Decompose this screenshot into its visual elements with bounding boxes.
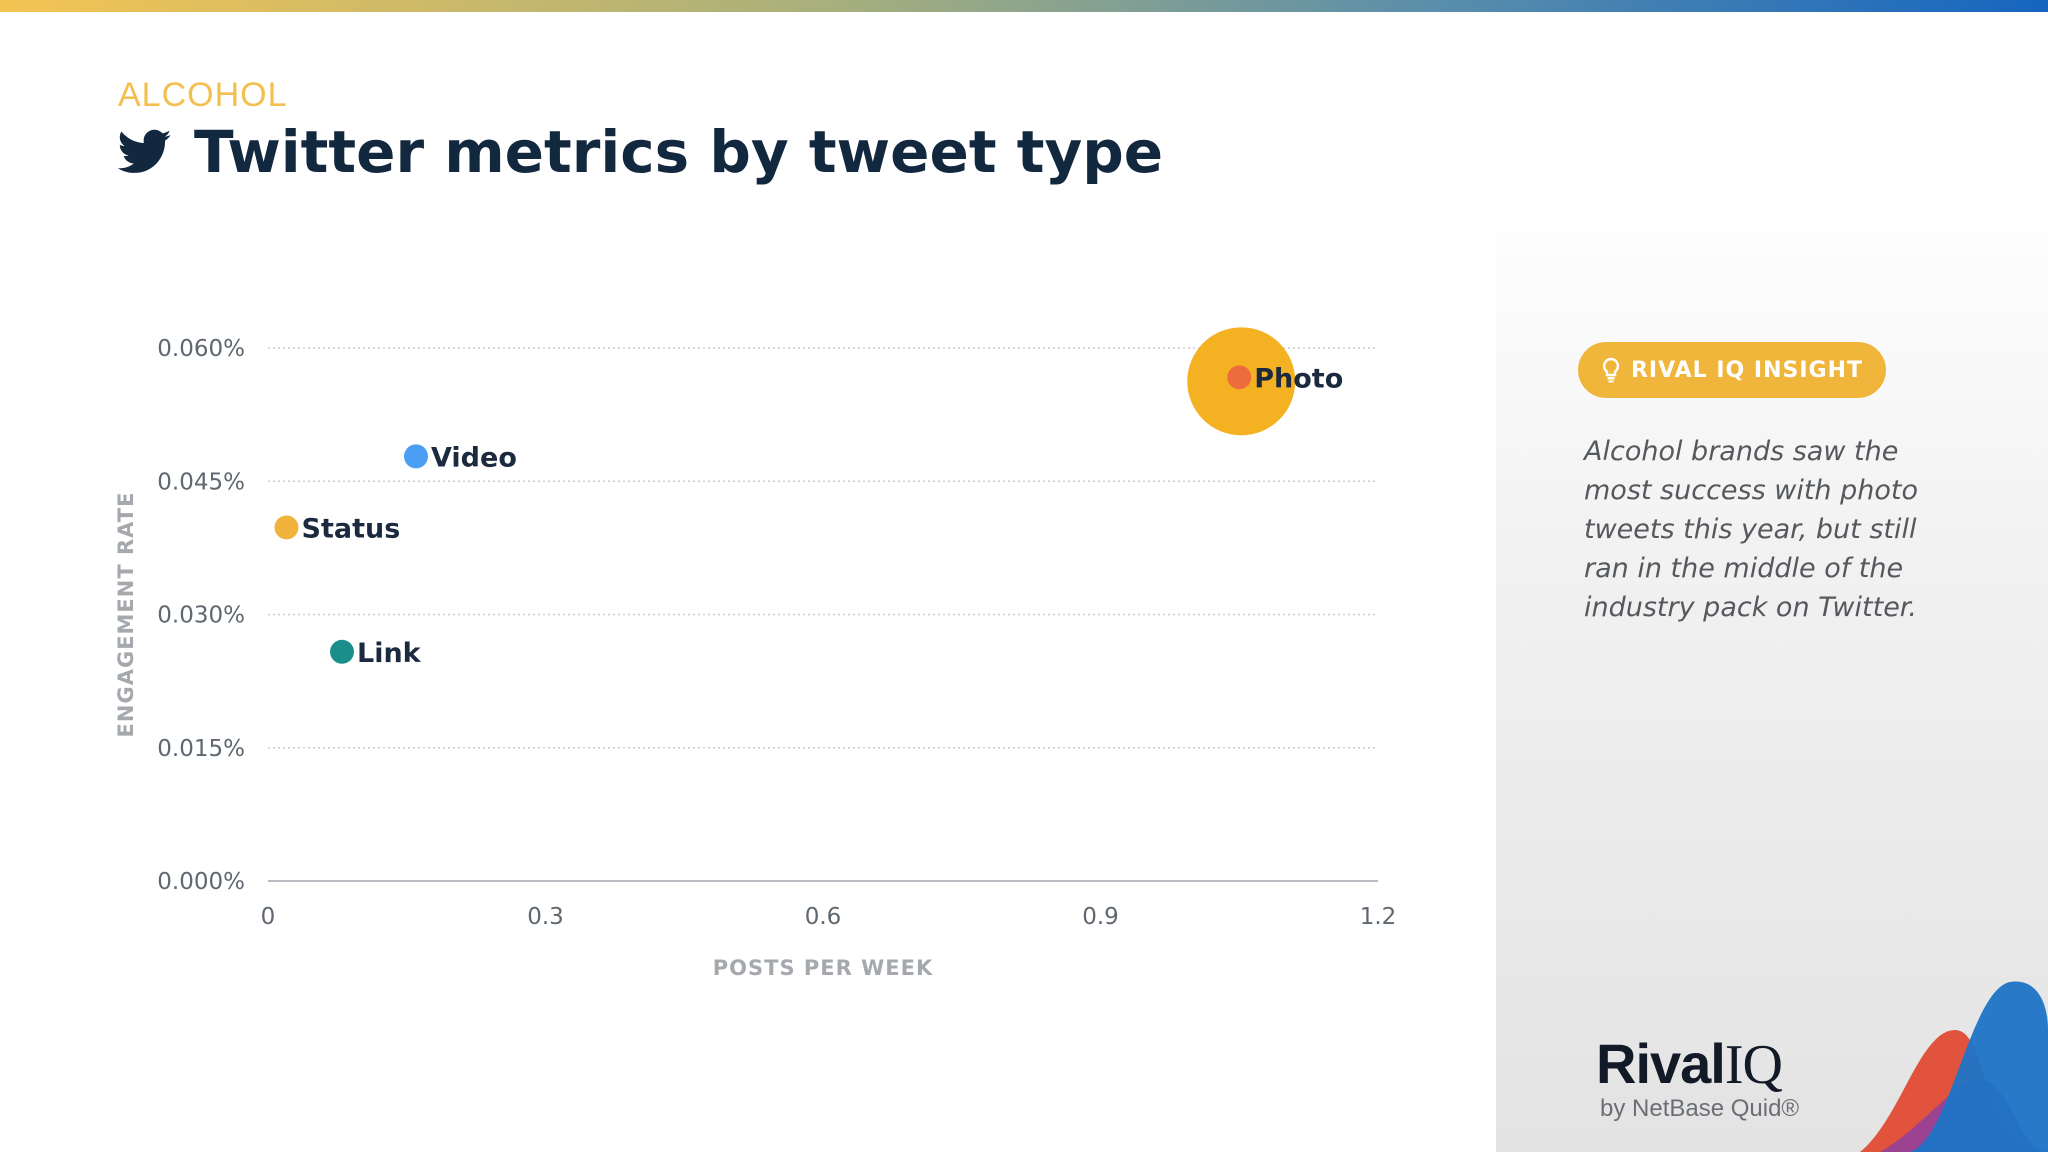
- insight-badge-label: RIVAL IQ INSIGHT: [1630, 357, 1863, 383]
- x-tick-label: 0: [261, 904, 276, 930]
- decorative-waves: [1860, 981, 2048, 1152]
- logo-wordmark: RivalIQ: [1596, 1034, 1799, 1096]
- y-tick-label: 0.030%: [157, 603, 245, 629]
- y-tick-label: 0.015%: [157, 736, 245, 762]
- twitter-bird-icon: [118, 129, 172, 173]
- y-tick-label: 0.060%: [157, 336, 245, 362]
- lightbulb-icon: [1602, 357, 1620, 383]
- insight-text: Alcohol brands saw the most success with…: [1584, 436, 1918, 623]
- insight-badge: RIVAL IQ INSIGHT: [1578, 342, 1886, 398]
- data-point-label: Photo: [1254, 363, 1343, 394]
- data-point-label: Status: [302, 513, 401, 544]
- data-point: [274, 515, 299, 540]
- data-point-label: Link: [357, 638, 422, 669]
- x-tick-label: 0.9: [1082, 904, 1119, 930]
- x-tick-label: 1.2: [1360, 904, 1397, 930]
- x-tick-label: 0.6: [805, 904, 842, 930]
- data-point: [1227, 365, 1252, 390]
- logo-iq: IQ: [1724, 1034, 1783, 1096]
- logo-rival: Rival: [1596, 1032, 1726, 1095]
- category-label: ALCOHOL: [118, 76, 288, 114]
- y-axis-title: ENGAGEMENT RATE: [114, 492, 138, 738]
- data-point: [330, 639, 354, 664]
- x-tick-label: 0.3: [527, 904, 564, 930]
- data-point-label: Video: [431, 442, 517, 473]
- scatter-chart: 0.000% 0.015% 0.030% 0.045% 0.060% 0 0.3 0.6 0.9…: [114, 327, 1397, 980]
- x-axis-title: POSTS PER WEEK: [713, 956, 933, 980]
- logo-subtitle: by NetBase Quid®: [1600, 1095, 1800, 1122]
- rival-iq-logo: RivalIQ by NetBase Quid®: [1596, 1036, 1799, 1123]
- data-point: [404, 444, 428, 469]
- title-row: Twitter metrics by tweet type: [118, 118, 1163, 186]
- y-tick-label: 0.000%: [157, 869, 245, 895]
- page-title: Twitter metrics by tweet type: [194, 118, 1164, 186]
- y-tick-label: 0.045%: [157, 469, 245, 495]
- top-gradient-bar: [0, 0, 2048, 12]
